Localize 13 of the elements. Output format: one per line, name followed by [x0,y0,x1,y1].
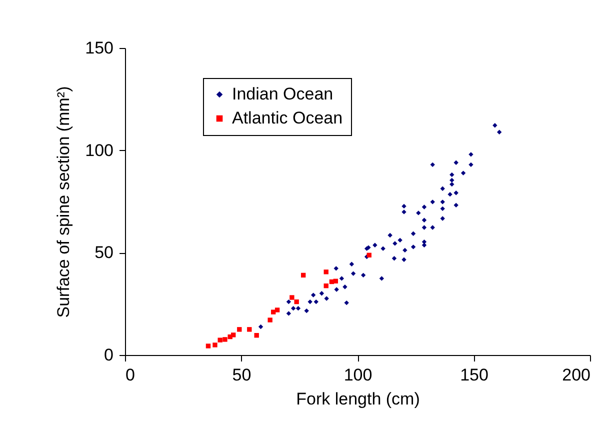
x-axis-title: Fork length (cm) [296,390,420,408]
x-tick-label: 50 [232,366,252,384]
x-tick-label: 100 [344,366,372,384]
x-tick-label: 0 [126,366,135,384]
y-tick-label: 100 [85,140,114,160]
x-tick-label: 200 [562,366,590,384]
x-tick-label: 150 [460,366,488,384]
y-tick-label: 150 [85,38,114,58]
y-tick-label: 0 [104,346,114,364]
y-axis-title: Surface of spine section (mm²) [54,86,74,318]
legend-label: Indian Ocean [232,84,334,104]
y-tick-label: 50 [94,243,114,262]
legend-label: Atlantic Ocean [232,108,343,128]
